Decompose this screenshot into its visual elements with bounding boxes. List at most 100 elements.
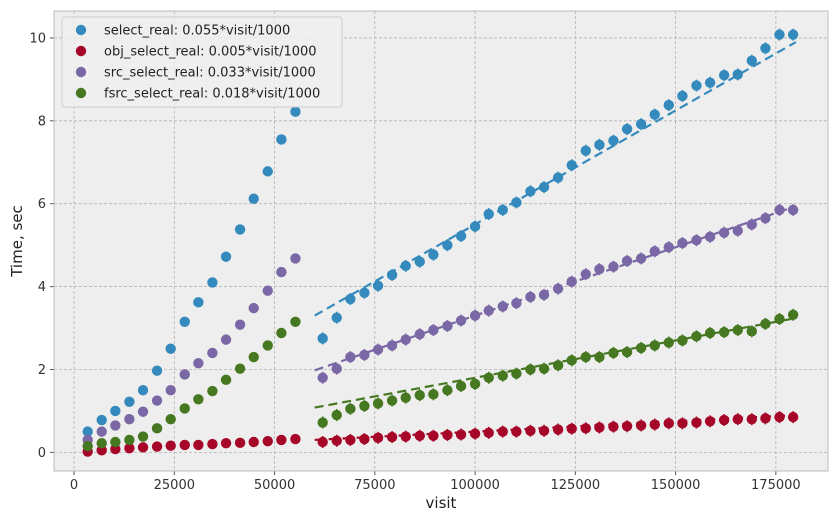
x-tick-label: 50000 [254,478,295,493]
data-point [525,425,536,437]
data-point [400,260,411,272]
data-point [497,204,508,216]
data-point [372,280,384,291]
data-point [317,417,328,428]
data-point [110,420,121,431]
data-point [774,29,785,40]
data-point [718,227,730,238]
data-point [179,439,190,451]
legend-label: fsrc_select_real: 0.018*visit/1000 [104,87,320,102]
data-point [331,435,342,446]
data-point [580,268,591,280]
data-point [262,166,273,177]
data-point [469,221,481,232]
y-tick-label: 0 [38,446,46,461]
data-point [262,340,273,351]
plot-frame [53,10,829,472]
legend-label: src_select_real: 0.033*visit/1000 [104,66,316,81]
data-point [262,285,273,296]
data-point [290,433,301,445]
data-point [691,417,702,428]
data-point [497,370,508,381]
data-point [400,431,411,442]
data-point [704,77,716,88]
data-point [635,118,647,130]
data-point [179,316,190,328]
data-point [345,351,356,363]
data-point [497,426,508,437]
data-point [442,429,453,441]
data-point [608,347,619,359]
data-point [552,172,564,183]
data-point [359,433,370,445]
data-point [663,99,674,111]
y-axis-label: Time, sec [8,205,26,278]
x-tick-label: 125000 [551,478,601,493]
data-point [538,425,550,437]
data-point [290,253,301,264]
data-point [635,253,647,264]
data-point [608,421,619,432]
data-point [386,340,398,351]
data-point [732,324,743,336]
data-point [290,106,301,117]
data-point [511,197,522,208]
data-point [718,414,730,426]
data-point [663,337,674,348]
data-point [428,430,439,441]
data-point [331,312,342,323]
data-point [207,347,218,359]
data-point [110,405,121,417]
data-point [400,334,411,345]
data-point [787,29,799,40]
data-point [663,418,674,429]
data-point [483,208,494,220]
data-point [760,43,771,54]
data-point [787,411,799,423]
data-point [276,134,287,145]
data-point [621,255,633,267]
data-point [151,365,163,376]
data-point [442,384,453,396]
data-point [220,334,232,345]
data-point [552,283,564,294]
data-point [234,363,246,374]
data-point [746,219,758,230]
data-point [455,230,467,242]
data-point [414,389,425,401]
data-point [234,224,246,235]
data-point [774,411,785,423]
data-point [538,289,550,301]
data-point [538,181,550,193]
legend-marker [75,24,87,36]
data-point [525,186,536,197]
data-point [442,320,453,332]
data-point [124,413,135,425]
data-point [137,406,149,417]
data-point [649,109,660,120]
data-point [428,389,439,400]
data-point [608,261,619,272]
data-point [317,372,328,383]
data-point [746,326,758,337]
series-3 [82,308,799,452]
data-point [372,432,384,444]
data-point [248,302,259,314]
data-point [207,385,218,397]
data-point [511,426,522,437]
data-point [746,413,758,425]
data-point [137,442,149,453]
data-point [151,441,163,452]
data-point [276,434,287,446]
legend-marker [75,45,87,57]
data-point [704,231,716,243]
data-point [386,431,398,443]
data-point [732,69,743,80]
data-point [414,430,425,441]
y-tick-label: 6 [38,197,46,212]
data-point [580,423,591,434]
data-point [220,438,232,449]
data-point [96,414,107,426]
y-tick-label: 4 [38,280,46,295]
data-point [386,269,398,281]
